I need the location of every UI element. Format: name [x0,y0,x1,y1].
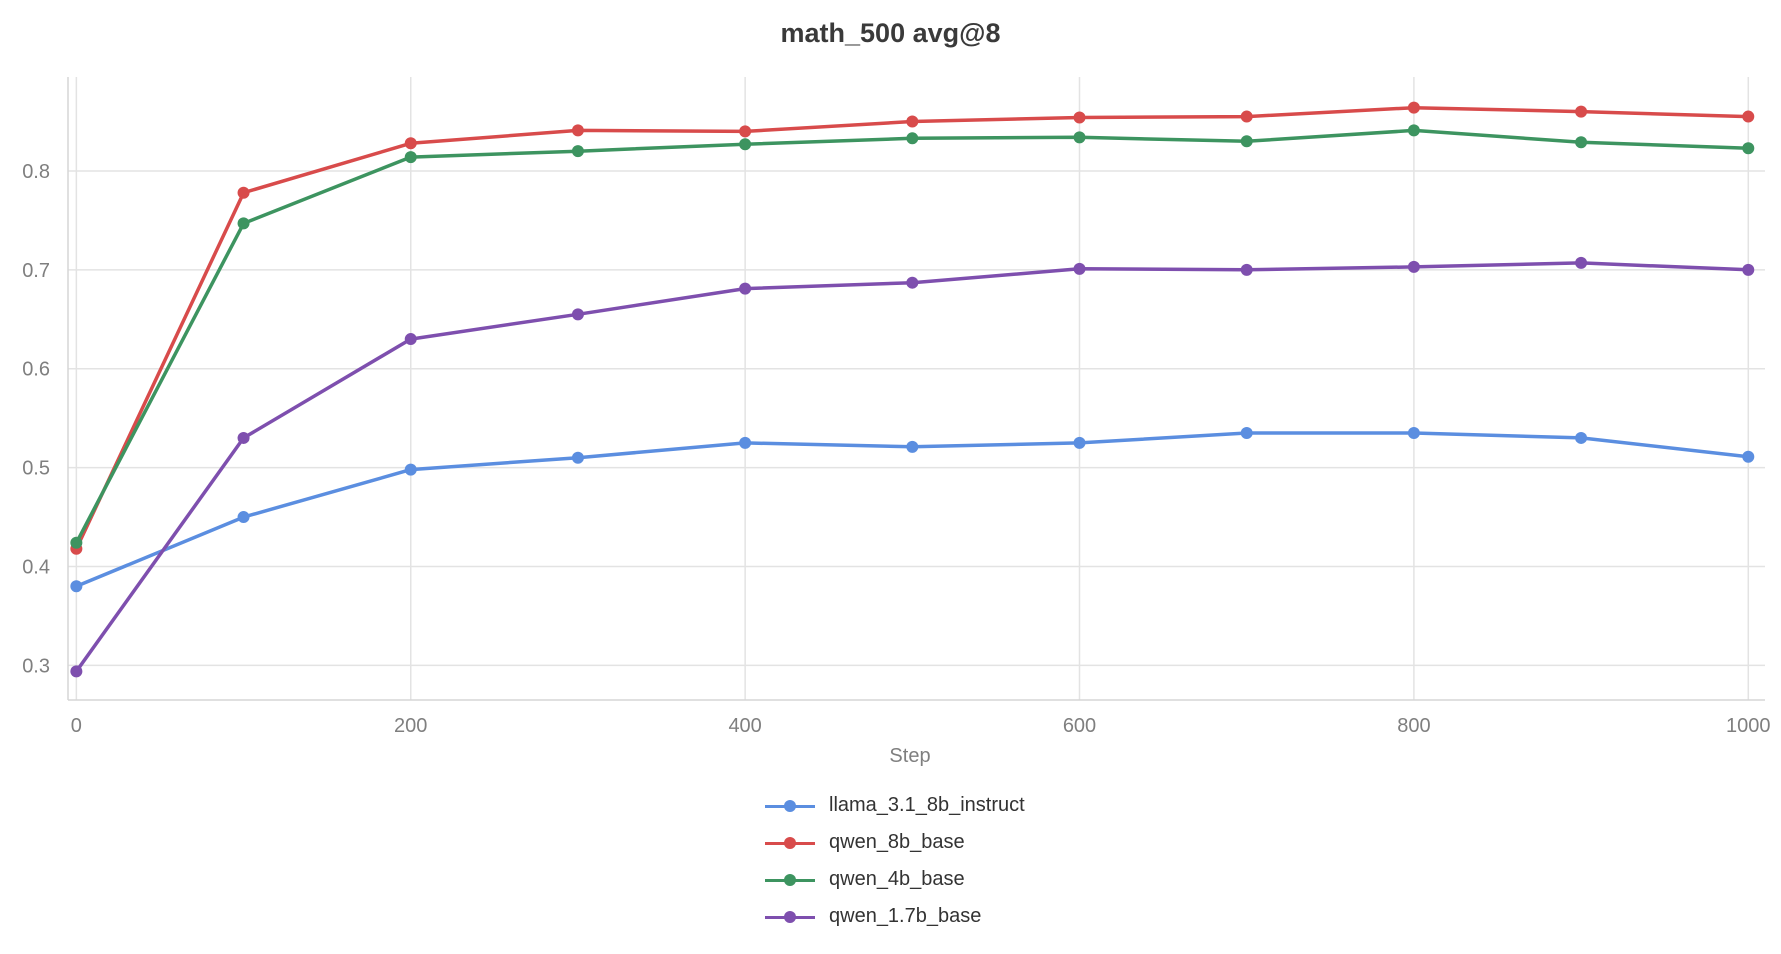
data-point-qwen-8b-base[interactable] [1073,111,1086,124]
chart-title: math_500 avg@8 [780,18,1001,48]
data-point-qwen-4b-base[interactable] [1407,124,1420,137]
legend-item[interactable]: qwen_1.7b_base [765,898,1025,935]
legend-swatch [765,833,815,853]
data-point-llama-3-1-8b-instruct[interactable] [739,436,752,449]
series-qwen-4b-base [70,124,1755,549]
y-tick-label: 0.6 [22,359,50,381]
data-point-qwen-4b-base[interactable] [1742,142,1755,155]
x-tick-label: 400 [728,715,761,737]
data-point-llama-3-1-8b-instruct[interactable] [571,451,584,464]
legend-swatch [765,796,815,816]
data-point-qwen-1-7b-base[interactable] [906,276,919,289]
legend-label: qwen_1.7b_base [829,905,982,927]
data-point-qwen-1-7b-base[interactable] [404,333,417,346]
legend-swatch [765,870,815,890]
legend-label: llama_3.1_8b_instruct [829,794,1025,816]
series-line-llama-3-1-8b-instruct [74,431,1751,589]
y-tick-label: 0.3 [22,655,50,677]
y-tick-label: 0.5 [22,458,50,480]
data-point-qwen-1-7b-base[interactable] [1742,263,1755,276]
data-point-qwen-8b-base[interactable] [237,186,250,199]
data-point-qwen-1-7b-base[interactable] [237,431,250,444]
data-point-llama-3-1-8b-instruct[interactable] [70,580,83,593]
data-point-llama-3-1-8b-instruct[interactable] [1073,436,1086,449]
data-point-llama-3-1-8b-instruct[interactable] [1407,427,1420,439]
data-point-qwen-1-7b-base[interactable] [1575,256,1588,269]
data-point-qwen-4b-base[interactable] [739,138,752,151]
data-point-qwen-8b-base[interactable] [1742,110,1755,123]
x-tick-label: 600 [1063,715,1096,737]
y-tick-label: 0.8 [22,161,50,183]
data-point-llama-3-1-8b-instruct[interactable] [906,440,919,453]
y-tick-label: 0.4 [22,557,50,579]
data-point-llama-3-1-8b-instruct[interactable] [404,463,417,476]
data-point-qwen-1-7b-base[interactable] [70,665,83,678]
legend-label: qwen_8b_base [829,831,965,853]
data-point-qwen-8b-base[interactable] [1407,101,1420,114]
data-point-qwen-8b-base[interactable] [571,124,584,137]
data-point-qwen-1-7b-base[interactable] [1073,262,1086,275]
x-tick-label: 1000 [1726,715,1771,737]
data-point-llama-3-1-8b-instruct[interactable] [1575,431,1588,444]
data-point-qwen-4b-base[interactable] [571,145,584,158]
data-point-qwen-4b-base[interactable] [1575,136,1588,149]
series-line-qwen-4b-base [74,128,1751,545]
legend-item[interactable]: llama_3.1_8b_instruct [765,787,1025,824]
tick-labels: 0 200 400 600 800 1000 0.3 0.4 0.5 0.6 0.7 0.8 [22,161,1770,737]
legend-label: qwen_4b_base [829,868,965,890]
legend: llama_3.1_8b_instruct qwen_8b_base qwen_4b… [765,787,1025,935]
data-point-qwen-1-7b-base[interactable] [1407,260,1420,273]
data-point-qwen-1-7b-base[interactable] [571,308,584,321]
series-llama-3-1-8b-instruct [70,427,1755,593]
data-point-llama-3-1-8b-instruct[interactable] [237,511,250,524]
x-tick-label: 0 [71,715,82,737]
data-point-qwen-8b-base[interactable] [739,125,752,138]
legend-item[interactable]: qwen_8b_base [765,824,1025,861]
x-tick-label: 800 [1397,715,1430,737]
data-point-qwen-8b-base[interactable] [1240,110,1253,123]
data-point-qwen-1-7b-base[interactable] [1240,263,1253,276]
legend-item[interactable]: qwen_4b_base [765,861,1025,898]
data-point-qwen-8b-base[interactable] [1575,105,1588,118]
legend-swatch [765,907,815,927]
data-point-qwen-4b-base[interactable] [404,151,417,164]
data-point-qwen-4b-base[interactable] [906,132,919,145]
x-axis-title: Step [889,745,930,767]
y-tick-label: 0.7 [22,260,50,282]
series-qwen-8b-base [70,101,1755,555]
axes [67,77,1765,701]
data-point-llama-3-1-8b-instruct[interactable] [1742,450,1755,463]
data-point-llama-3-1-8b-instruct[interactable] [1240,427,1253,439]
series-lines [70,101,1755,678]
data-point-qwen-4b-base[interactable] [1240,135,1253,148]
data-point-qwen-8b-base[interactable] [404,137,417,150]
data-point-qwen-1-7b-base[interactable] [739,282,752,295]
data-point-qwen-8b-base[interactable] [906,115,919,128]
data-point-qwen-4b-base[interactable] [70,536,83,549]
data-point-qwen-4b-base[interactable] [237,217,250,230]
x-tick-label: 200 [394,715,427,737]
series-qwen-1-7b-base [70,256,1755,678]
series-line-qwen-8b-base [74,105,1751,551]
grid-lines [68,77,1765,700]
data-point-qwen-4b-base[interactable] [1073,131,1086,144]
